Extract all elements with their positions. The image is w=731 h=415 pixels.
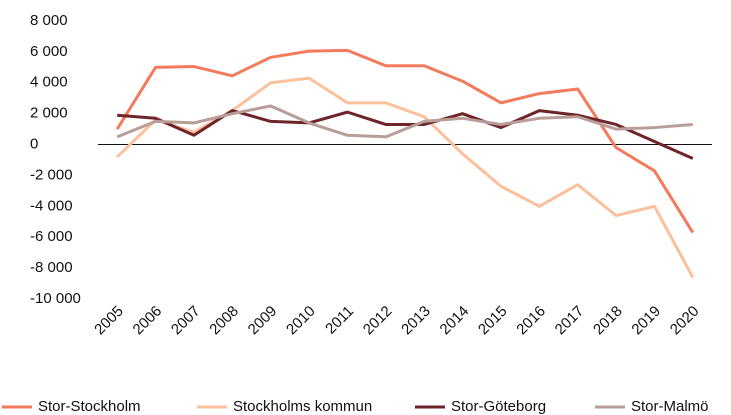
x-tick-label: 2019 [628, 303, 664, 339]
x-tick-label: 2006 [130, 303, 166, 339]
series-line [117, 109, 694, 160]
x-tick-label: 2020 [667, 303, 703, 339]
series-line [115, 48, 695, 234]
x-tick-label: 2008 [206, 303, 242, 339]
y-tick-label: 2 000 [30, 105, 68, 122]
y-tick-label: -2 000 [30, 166, 73, 183]
y-tick-label: -4 000 [30, 197, 73, 214]
y-tick-label: 0 [30, 136, 38, 153]
x-tick-label: 2011 [322, 303, 357, 338]
y-tick-label: -6 000 [30, 228, 73, 245]
x-tick-label: 2016 [513, 303, 549, 339]
series-line [116, 104, 693, 139]
x-tick-label: 2010 [283, 303, 319, 339]
x-tick-label: 2013 [398, 303, 434, 339]
x-tick-label: 2017 [552, 303, 588, 339]
y-tick-label: 8 000 [30, 12, 68, 29]
x-tick-label: 2018 [590, 303, 626, 339]
x-tick-label: 2007 [168, 303, 204, 339]
legend-label: Stor-Malmö [631, 398, 709, 415]
y-tick-label: 6 000 [30, 43, 68, 60]
y-tick-label: -8 000 [30, 259, 73, 276]
x-tick-label: 2005 [91, 303, 127, 339]
legend-label: Stockholms kommun [233, 398, 372, 415]
x-tick-label: 2014 [437, 303, 473, 339]
x-tick-label: 2015 [475, 303, 511, 339]
legend-label: Stor-Stockholm [38, 398, 141, 415]
x-tick-label: 2009 [245, 303, 281, 339]
x-tick-label: 2012 [360, 303, 396, 339]
y-tick-label: 4 000 [30, 74, 68, 91]
series-line [116, 76, 695, 279]
legend-label: Stor-Göteborg [451, 398, 546, 415]
y-tick-label: -10 000 [30, 290, 81, 307]
